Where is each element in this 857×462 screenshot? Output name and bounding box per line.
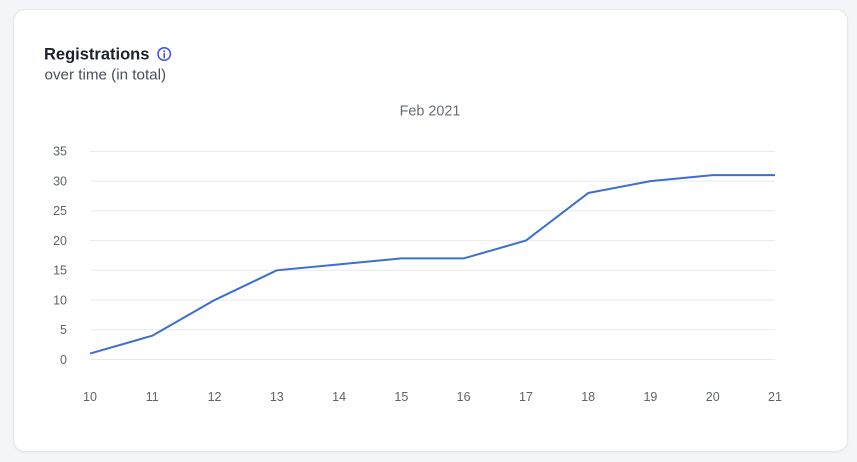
svg-text:over time (in total): over time (in total): [45, 67, 167, 84]
svg-text:10: 10: [53, 293, 67, 307]
svg-text:19: 19: [643, 390, 657, 404]
svg-text:25: 25: [53, 204, 67, 218]
svg-text:11: 11: [146, 390, 159, 404]
svg-text:20: 20: [53, 234, 67, 248]
svg-text:Feb 2021: Feb 2021: [400, 104, 461, 120]
svg-text:0: 0: [60, 353, 67, 367]
svg-text:15: 15: [394, 390, 408, 404]
svg-text:16: 16: [457, 390, 471, 404]
svg-text:Registrations: Registrations: [44, 46, 149, 64]
svg-text:18: 18: [581, 390, 595, 404]
svg-text:12: 12: [208, 390, 222, 404]
svg-text:21: 21: [768, 390, 782, 404]
svg-text:15: 15: [53, 264, 67, 278]
svg-text:35: 35: [53, 145, 67, 159]
svg-text:17: 17: [519, 390, 533, 404]
svg-text:14: 14: [332, 390, 346, 404]
svg-text:30: 30: [53, 174, 67, 188]
svg-text:10: 10: [83, 390, 97, 404]
svg-text:20: 20: [706, 390, 720, 404]
svg-text:13: 13: [270, 390, 284, 404]
svg-text:5: 5: [60, 323, 67, 337]
